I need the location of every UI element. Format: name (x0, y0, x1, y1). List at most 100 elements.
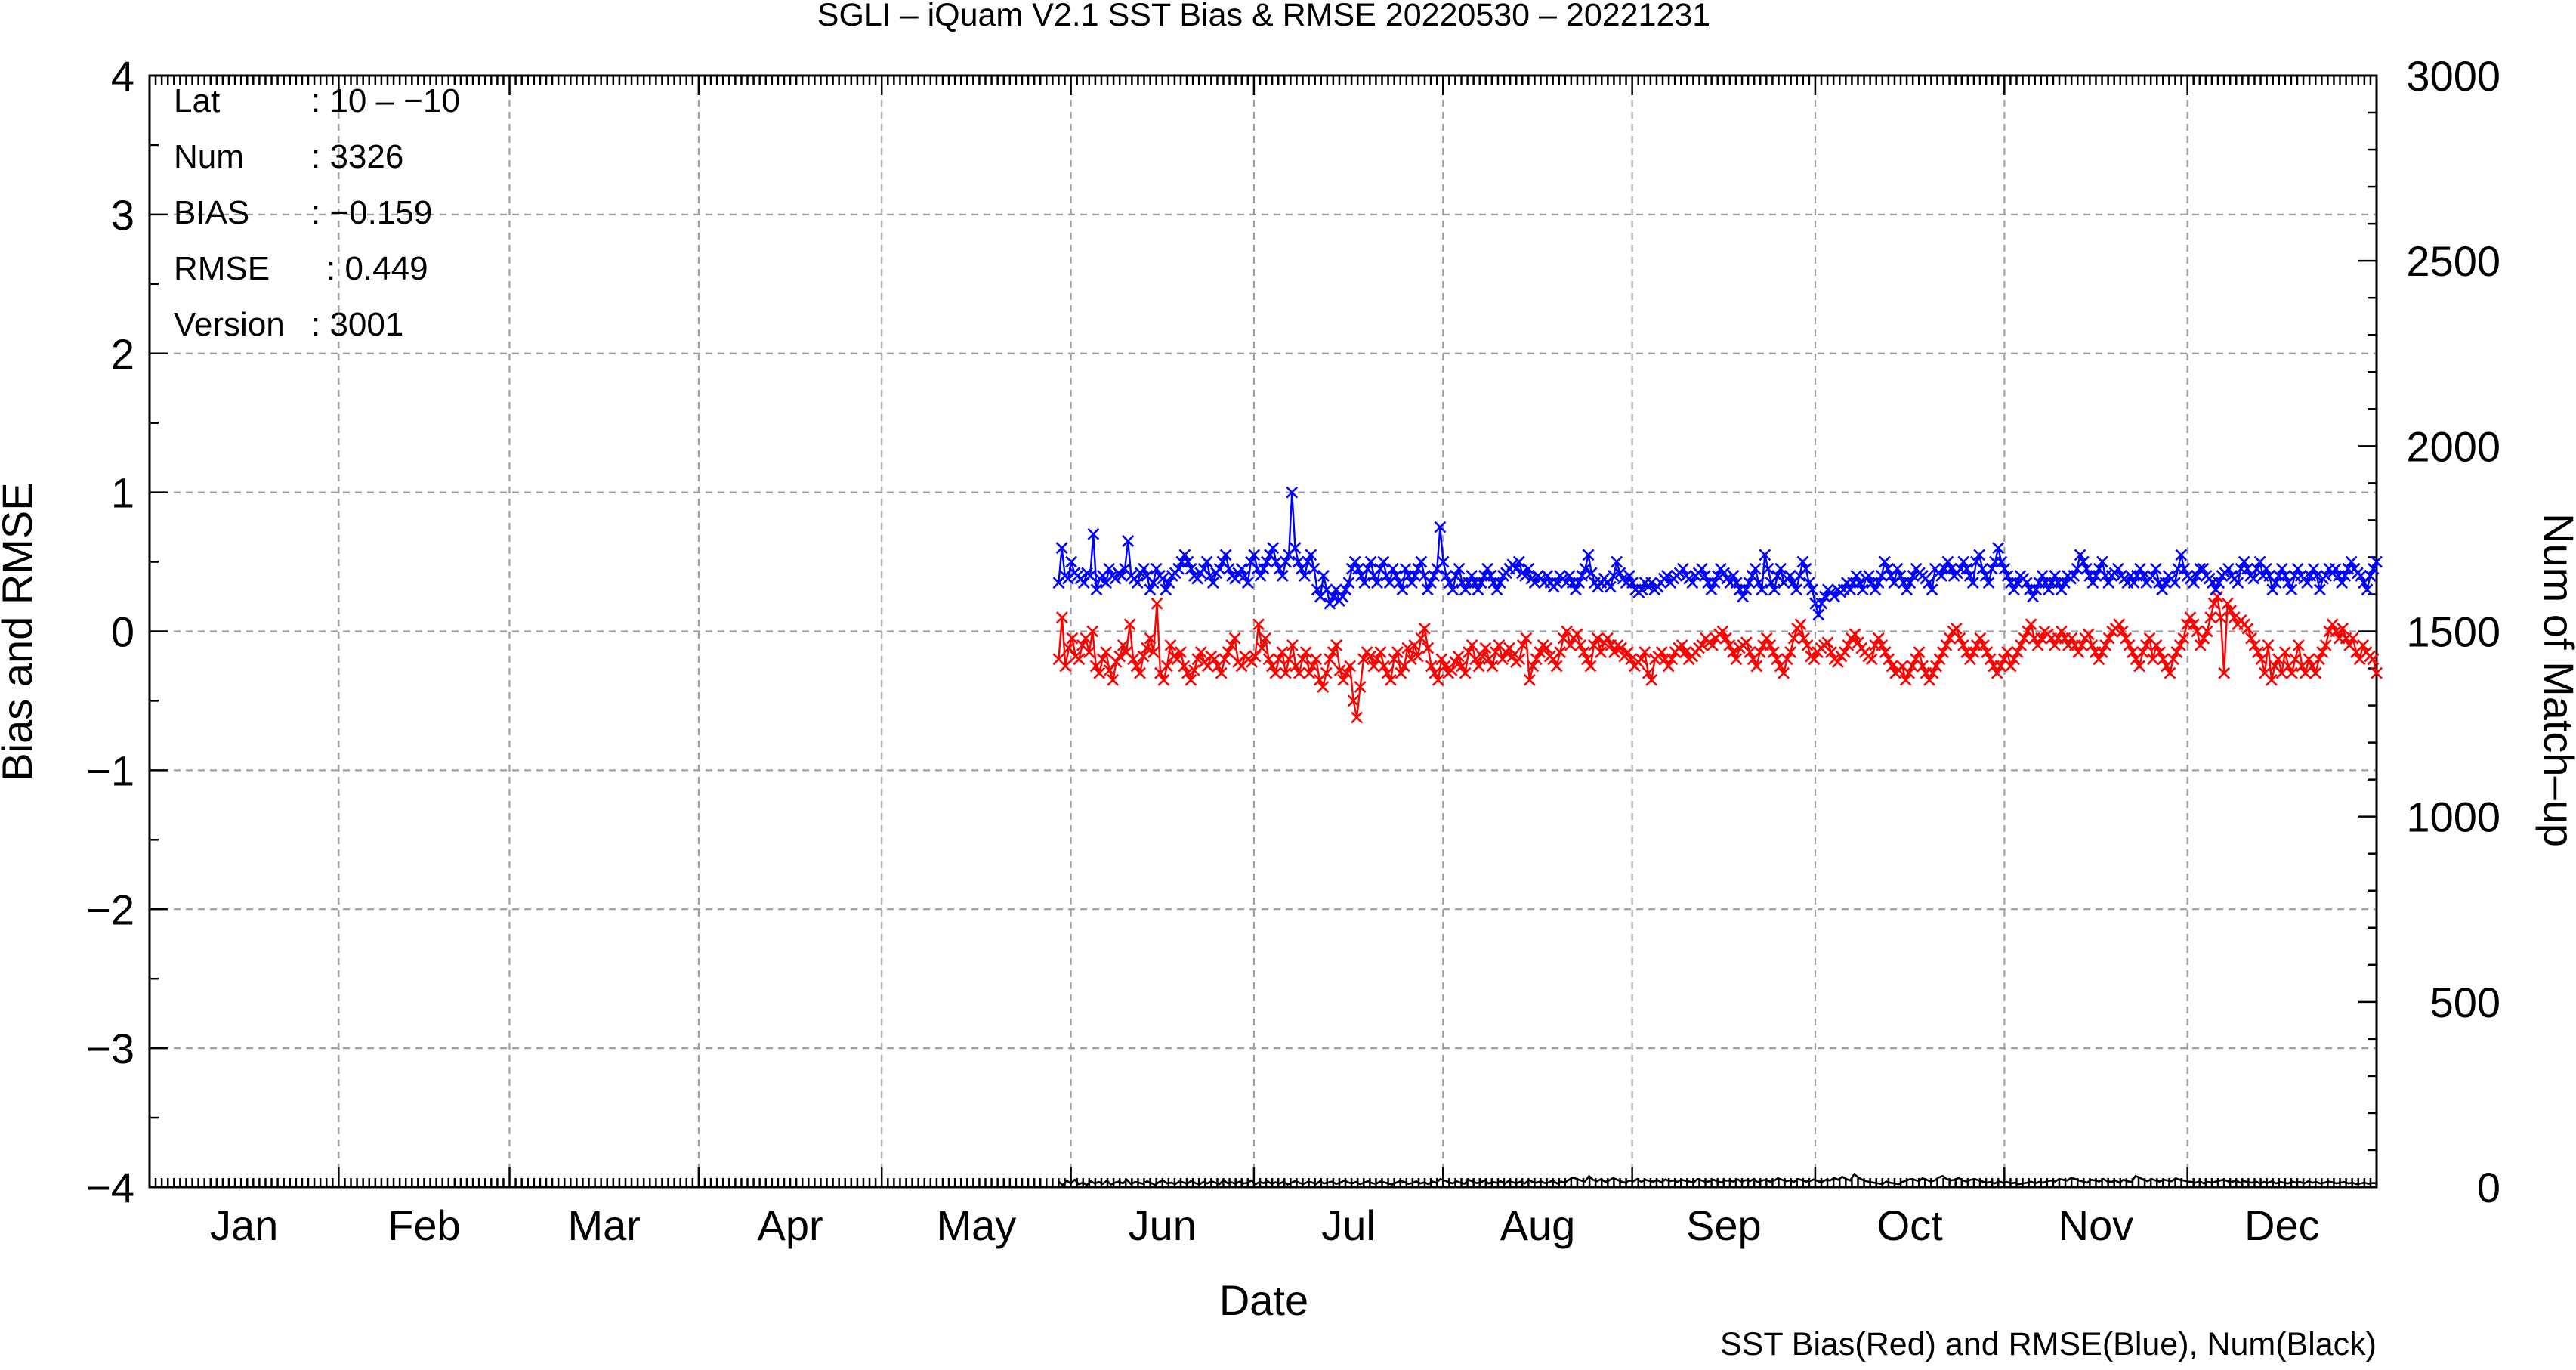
data-point (1090, 583, 1103, 596)
y-right-tick-label: 500 (2430, 979, 2500, 1026)
data-point (1966, 577, 1979, 589)
data-point (1891, 562, 1904, 575)
data-point (1778, 666, 1790, 679)
data-point (1103, 664, 1116, 676)
data-point (1550, 577, 1563, 589)
data-point (2214, 611, 2227, 624)
data-point (1385, 673, 1397, 686)
data-point (1172, 562, 1185, 575)
data-point (1256, 642, 1268, 654)
y-right-tick-label: 3000 (2406, 52, 2500, 100)
x-tick-label: Jul (1321, 1201, 1376, 1249)
data-point (2170, 646, 2183, 659)
data-point (1595, 646, 1607, 659)
data-point (2096, 555, 2108, 568)
info-value-num: : 3326 (311, 138, 403, 175)
data-point (1161, 660, 1173, 673)
data-point (2194, 639, 2207, 651)
data-point (1490, 583, 1503, 596)
data-point (1267, 542, 1280, 555)
data-point (2337, 622, 2349, 635)
data-point (1569, 583, 1582, 596)
data-point (2310, 570, 2323, 582)
data-point (1534, 646, 1546, 659)
data-point (1299, 570, 1311, 582)
data-point (2252, 646, 2264, 659)
data-point (2111, 562, 2124, 575)
data-point (1973, 549, 1986, 561)
data-point (1453, 562, 1466, 575)
data-point (2303, 653, 2315, 666)
data-point (1516, 639, 1529, 651)
data-point (1585, 567, 1598, 580)
data-point (1522, 562, 1535, 575)
data-point (1882, 562, 1895, 575)
data-point (2074, 549, 2086, 561)
data-point (1144, 583, 1157, 596)
data-point (1472, 660, 1485, 673)
data-point (2137, 570, 2150, 582)
data-point (1241, 577, 1254, 589)
data-point (1842, 639, 1855, 651)
data-point (1386, 562, 1399, 575)
data-point (1178, 660, 1191, 673)
data-point (2175, 549, 2188, 561)
data-point (1103, 562, 1116, 575)
data-point (1066, 632, 1079, 645)
data-point (1337, 673, 1350, 686)
x-tick-label: Jun (1129, 1201, 1197, 1249)
info-value-version: : 3001 (311, 306, 403, 343)
data-point (1584, 660, 1597, 673)
data-point (1941, 555, 1954, 568)
data-point (1852, 636, 1864, 649)
data-point (1718, 567, 1730, 580)
data-point (2313, 583, 2326, 596)
data-point (2065, 632, 2078, 645)
data-point (1602, 632, 1614, 645)
data-point (1740, 583, 1753, 596)
info-value-lat: : 10 – −10 (311, 82, 460, 119)
data-point (2367, 562, 2380, 575)
data-point (1917, 660, 1929, 673)
info-key-version: Version (174, 306, 285, 343)
data-point (1127, 653, 1140, 666)
data-point (1506, 650, 1519, 663)
data-point (1207, 577, 1219, 589)
x-axis-title: Date (1219, 1276, 1308, 1324)
data-point (1519, 570, 1532, 582)
x-tick-label: May (936, 1201, 1016, 1249)
data-point (1821, 636, 1834, 649)
data-point (1409, 570, 1421, 582)
data-point (2291, 562, 2304, 575)
data-point (2049, 639, 2061, 651)
data-point (1418, 622, 1431, 635)
data-point (2036, 570, 2049, 582)
data-point (1364, 650, 1376, 663)
data-point (1191, 572, 1203, 585)
data-point (2292, 639, 2305, 651)
data-point (1324, 597, 1336, 610)
data-point (1608, 646, 1620, 659)
data-point (2279, 570, 2291, 582)
data-point (1374, 646, 1387, 659)
y-right-tick-label: 1500 (2406, 608, 2500, 656)
data-point (2133, 660, 2145, 673)
data-point (1378, 660, 1390, 673)
data-point (2247, 572, 2260, 585)
data-point (1509, 562, 1522, 575)
data-point (1812, 608, 1825, 621)
data-point (1849, 628, 1861, 641)
data-point (2093, 653, 2105, 666)
data-point (1985, 562, 1998, 575)
data-point (1806, 583, 1818, 596)
data-point (1577, 646, 1590, 659)
data-point (1163, 577, 1175, 589)
data-point (1716, 625, 1729, 638)
data-point (1626, 577, 1639, 589)
data-point (1188, 664, 1200, 676)
data-point (2210, 583, 2222, 596)
data-point (1327, 590, 1339, 603)
data-point (1286, 639, 1299, 651)
y-left-tick-label: −3 (86, 1025, 134, 1072)
data-point (2150, 639, 2163, 651)
